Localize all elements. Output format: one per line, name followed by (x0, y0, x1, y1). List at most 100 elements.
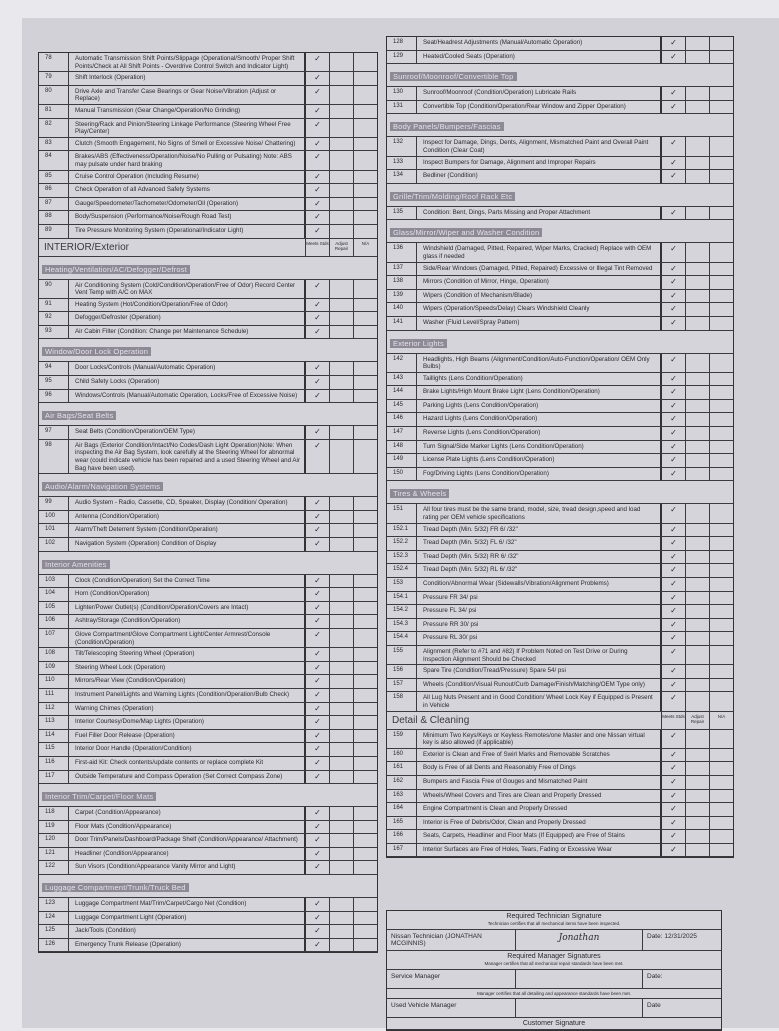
adjust-repair-checkbox[interactable] (685, 645, 709, 665)
adjust-repair-checkbox[interactable] (329, 137, 353, 151)
meets-standards-checkbox[interactable]: ✓ (304, 807, 329, 820)
adjust-repair-checkbox[interactable] (685, 156, 709, 170)
adjust-repair-checkbox[interactable] (685, 523, 709, 537)
adjust-repair-checkbox[interactable] (329, 661, 353, 675)
adjust-repair-checkbox[interactable] (329, 325, 353, 339)
na-checkbox[interactable] (353, 312, 377, 325)
adjust-repair-checkbox[interactable] (329, 601, 353, 615)
na-checkbox[interactable] (353, 661, 377, 675)
na-checkbox[interactable] (353, 688, 377, 702)
meets-standards-checkbox[interactable]: ✓ (660, 591, 685, 605)
na-checkbox[interactable] (709, 645, 733, 665)
na-checkbox[interactable] (353, 615, 377, 628)
meets-standards-checkbox[interactable]: ✓ (304, 702, 329, 716)
adjust-repair-checkbox[interactable] (329, 298, 353, 312)
adjust-repair-checkbox[interactable] (329, 376, 353, 389)
adjust-repair-checkbox[interactable] (329, 688, 353, 702)
na-checkbox[interactable] (353, 756, 377, 770)
na-checkbox[interactable] (353, 279, 377, 298)
meets-standards-checkbox[interactable]: ✓ (660, 276, 685, 289)
meets-standards-checkbox[interactable]: ✓ (304, 118, 329, 137)
na-checkbox[interactable] (709, 816, 733, 830)
adjust-repair-checkbox[interactable] (329, 770, 353, 784)
adjust-repair-checkbox[interactable] (329, 279, 353, 298)
meets-standards-checkbox[interactable]: ✓ (304, 279, 329, 298)
meets-standards-checkbox[interactable]: ✓ (304, 104, 329, 118)
na-checkbox[interactable] (353, 702, 377, 716)
na-checkbox[interactable] (709, 550, 733, 564)
adjust-repair-checkbox[interactable] (329, 151, 353, 170)
na-checkbox[interactable] (709, 440, 733, 454)
adjust-repair-checkbox[interactable] (329, 898, 353, 911)
adjust-repair-checkbox[interactable] (329, 628, 353, 648)
na-checkbox[interactable] (709, 830, 733, 843)
na-checkbox[interactable] (709, 692, 733, 711)
adjust-repair-checkbox[interactable] (685, 50, 709, 64)
adjust-repair-checkbox[interactable] (329, 538, 353, 551)
adjust-repair-checkbox[interactable] (685, 591, 709, 605)
meets-standards-checkbox[interactable]: ✓ (660, 665, 685, 678)
meets-standards-checkbox[interactable]: ✓ (304, 834, 329, 847)
adjust-repair-checkbox[interactable] (685, 87, 709, 100)
meets-standards-checkbox[interactable]: ✓ (304, 925, 329, 938)
adjust-repair-checkbox[interactable] (685, 632, 709, 645)
na-checkbox[interactable] (709, 206, 733, 220)
na-checkbox[interactable] (353, 211, 377, 224)
meets-standards-checkbox[interactable]: ✓ (304, 439, 329, 474)
adjust-repair-checkbox[interactable] (685, 537, 709, 550)
na-checkbox[interactable] (353, 834, 377, 847)
meets-standards-checkbox[interactable]: ✓ (660, 399, 685, 413)
adjust-repair-checkbox[interactable] (329, 756, 353, 770)
na-checkbox[interactable] (709, 665, 733, 678)
adjust-repair-checkbox[interactable] (685, 467, 709, 481)
adjust-repair-checkbox[interactable] (329, 224, 353, 238)
meets-standards-checkbox[interactable]: ✓ (304, 898, 329, 911)
meets-standards-checkbox[interactable]: ✓ (660, 504, 685, 523)
meets-standards-checkbox[interactable]: ✓ (304, 756, 329, 770)
adjust-repair-checkbox[interactable] (329, 729, 353, 743)
adjust-repair-checkbox[interactable] (329, 72, 353, 85)
na-checkbox[interactable] (709, 591, 733, 605)
na-checkbox[interactable] (709, 262, 733, 276)
adjust-repair-checkbox[interactable] (329, 743, 353, 756)
meets-standards-checkbox[interactable]: ✓ (304, 53, 329, 72)
adjust-repair-checkbox[interactable] (329, 362, 353, 376)
adjust-repair-checkbox[interactable] (685, 692, 709, 711)
adjust-repair-checkbox[interactable] (685, 413, 709, 427)
meets-standards-checkbox[interactable]: ✓ (304, 151, 329, 170)
adjust-repair-checkbox[interactable] (685, 843, 709, 857)
meets-standards-checkbox[interactable]: ✓ (304, 675, 329, 688)
meets-standards-checkbox[interactable]: ✓ (304, 538, 329, 551)
adjust-repair-checkbox[interactable] (685, 729, 709, 748)
na-checkbox[interactable] (353, 675, 377, 688)
na-checkbox[interactable] (353, 197, 377, 211)
meets-standards-checkbox[interactable]: ✓ (304, 325, 329, 339)
na-checkbox[interactable] (353, 628, 377, 648)
meets-standards-checkbox[interactable]: ✓ (660, 830, 685, 843)
meets-standards-checkbox[interactable]: ✓ (304, 688, 329, 702)
adjust-repair-checkbox[interactable] (329, 925, 353, 938)
meets-standards-checkbox[interactable]: ✓ (304, 389, 329, 403)
meets-standards-checkbox[interactable]: ✓ (304, 601, 329, 615)
na-checkbox[interactable] (709, 632, 733, 645)
meets-standards-checkbox[interactable]: ✓ (304, 197, 329, 211)
na-checkbox[interactable] (353, 820, 377, 834)
meets-standards-checkbox[interactable]: ✓ (304, 426, 329, 439)
na-checkbox[interactable] (353, 497, 377, 510)
adjust-repair-checkbox[interactable] (685, 454, 709, 467)
meets-standards-checkbox[interactable]: ✓ (304, 362, 329, 376)
na-checkbox[interactable] (353, 807, 377, 820)
meets-standards-checkbox[interactable]: ✓ (660, 523, 685, 537)
na-checkbox[interactable] (353, 104, 377, 118)
na-checkbox[interactable] (709, 427, 733, 440)
meets-standards-checkbox[interactable]: ✓ (660, 316, 685, 330)
meets-standards-checkbox[interactable]: ✓ (304, 510, 329, 524)
meets-standards-checkbox[interactable]: ✓ (660, 605, 685, 618)
na-checkbox[interactable] (709, 762, 733, 775)
na-checkbox[interactable] (353, 729, 377, 743)
meets-standards-checkbox[interactable]: ✓ (660, 803, 685, 816)
technician-signature[interactable]: Jonathan (516, 930, 643, 950)
na-checkbox[interactable] (709, 413, 733, 427)
meets-standards-checkbox[interactable]: ✓ (304, 85, 329, 104)
na-checkbox[interactable] (709, 37, 733, 50)
